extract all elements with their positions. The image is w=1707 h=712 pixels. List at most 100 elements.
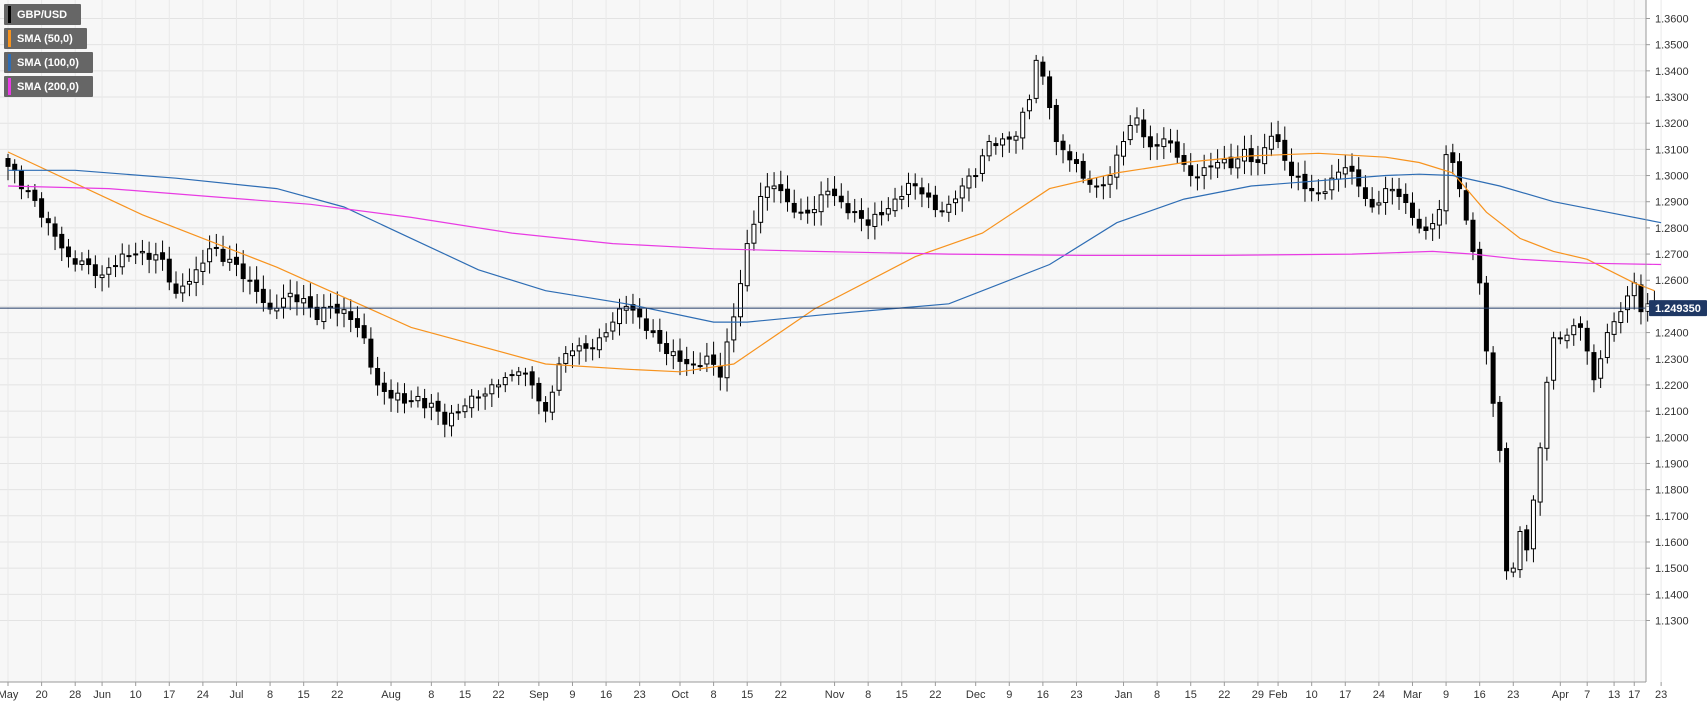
x-tick-label: 15 (459, 689, 471, 701)
candle (119, 243, 125, 275)
candle (220, 235, 226, 267)
candle (1584, 320, 1590, 365)
candle (1450, 143, 1456, 175)
candle (422, 388, 428, 419)
candle (1342, 154, 1348, 188)
legend-swatch (8, 54, 11, 71)
candle (932, 185, 938, 218)
sma-100-line (8, 169, 1662, 323)
candle (1194, 164, 1200, 191)
candle (704, 342, 710, 373)
candle (798, 198, 804, 221)
x-tick-label: Sep (529, 689, 549, 701)
candle (395, 382, 401, 413)
legend-swatch (8, 30, 11, 47)
candle (1322, 178, 1328, 200)
candle (173, 271, 179, 299)
candle (1235, 145, 1241, 179)
candle (1604, 323, 1610, 364)
candle (1154, 133, 1160, 160)
x-tick-label: Jan (1115, 689, 1133, 701)
candle (1168, 128, 1174, 153)
y-tick-label: 1.1400 (1655, 589, 1689, 601)
candle (1255, 145, 1261, 176)
candle (1571, 318, 1577, 346)
candle (449, 404, 455, 437)
candle (1490, 346, 1496, 417)
candle (737, 269, 743, 327)
candle (106, 257, 112, 288)
candle (1114, 145, 1120, 190)
candle (5, 153, 11, 181)
candle (1436, 199, 1442, 239)
candle (838, 183, 844, 209)
candle (811, 196, 817, 226)
x-tick-label: 17 (1339, 689, 1351, 701)
candle (979, 148, 985, 182)
candle (697, 352, 703, 371)
candle (354, 306, 360, 338)
x-tick-label: 23 (634, 689, 646, 701)
candle (213, 233, 219, 257)
candle (1000, 133, 1006, 158)
candle (1026, 94, 1032, 120)
candle (522, 367, 528, 387)
candle (617, 298, 623, 336)
candle (388, 379, 394, 412)
y-tick-label: 1.3300 (1655, 92, 1689, 104)
candle (92, 255, 98, 289)
candle (1329, 164, 1335, 200)
y-tick-label: 1.2700 (1655, 249, 1689, 261)
legend-item-sma-200[interactable]: SMA (200,0) (4, 76, 93, 97)
x-tick-label: Oct (671, 689, 688, 701)
candle (1403, 183, 1409, 214)
candle (1470, 212, 1476, 261)
candle (401, 383, 407, 414)
candle (1248, 134, 1254, 176)
x-tick-label: 15 (896, 689, 908, 701)
candle (1510, 562, 1516, 578)
candle (146, 241, 152, 274)
sma-200-line (7, 185, 1662, 266)
candle (1080, 153, 1086, 184)
candle (65, 238, 71, 268)
candle (428, 393, 434, 421)
x-tick-label: 20 (35, 689, 47, 701)
candle (1188, 153, 1194, 187)
x-tick-label: 8 (1154, 689, 1160, 701)
candle (1060, 134, 1066, 164)
candle (764, 173, 770, 211)
candle (1537, 442, 1543, 516)
y-tick-label: 1.2600 (1655, 275, 1689, 287)
candle (1504, 442, 1510, 580)
candle (1053, 98, 1059, 156)
candle (516, 366, 522, 386)
last-price-label: 1.249350 (1655, 303, 1701, 315)
legend-item-sma-50[interactable]: SMA (50,0) (4, 28, 87, 49)
candle (233, 243, 239, 277)
candle (1517, 526, 1523, 578)
x-axis-ticks: May 20 28 Jun 10 17 24 Jul 8 15 22 Aug 8 15 22 Sep 9 16 23… (0, 682, 1667, 701)
candle (166, 246, 172, 291)
candle (1530, 495, 1536, 563)
candle (805, 196, 811, 224)
y-tick-label: 1.1800 (1655, 485, 1689, 497)
x-tick-label: May (0, 689, 19, 701)
y-tick-label: 1.2200 (1655, 380, 1689, 392)
x-tick-label: 22 (775, 689, 787, 701)
candle (771, 172, 777, 203)
candle (1275, 120, 1281, 149)
legend-item-sma-100[interactable]: SMA (100,0) (4, 52, 93, 73)
y-tick-label: 1.1600 (1655, 537, 1689, 549)
candle (45, 211, 51, 236)
candle (287, 279, 293, 311)
candle (1524, 524, 1530, 562)
candle (1396, 177, 1402, 210)
candle (731, 303, 737, 353)
candle (953, 190, 959, 216)
sma-50-line (7, 151, 1655, 373)
candle (899, 185, 905, 210)
candle (650, 319, 656, 338)
legend-item-gbpusd[interactable]: GBP/USD (4, 4, 82, 25)
